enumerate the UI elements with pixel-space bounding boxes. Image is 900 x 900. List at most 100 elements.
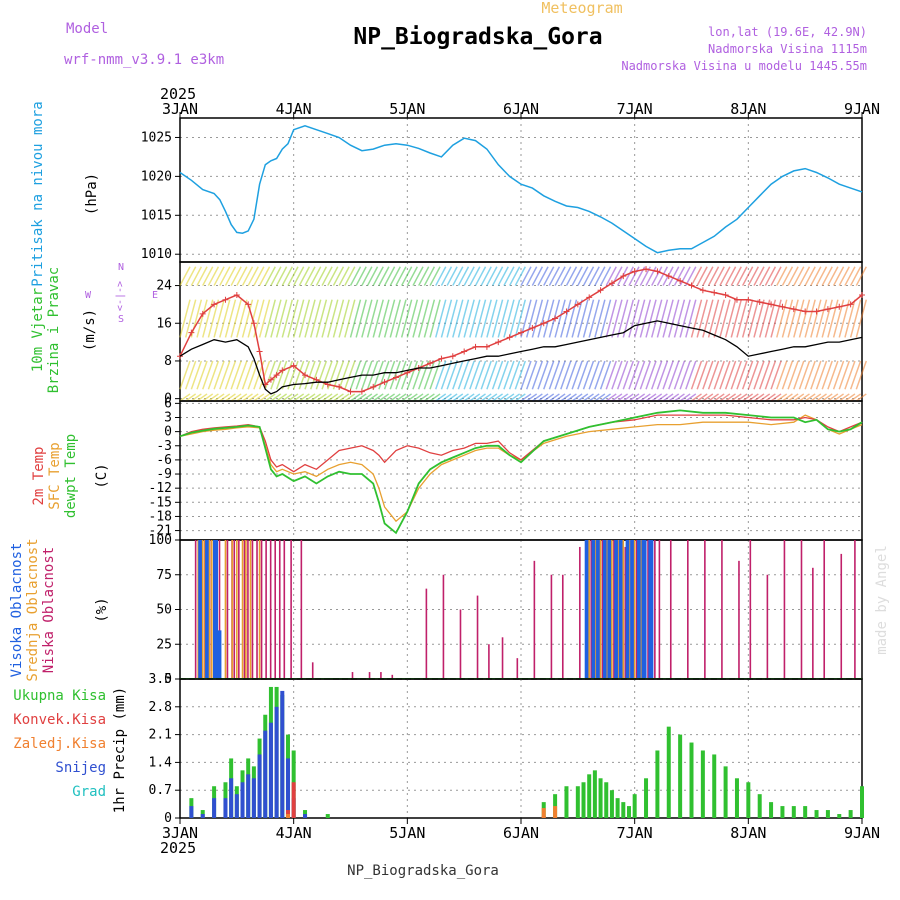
wind-barb	[372, 393, 384, 402]
wind-barb	[338, 299, 350, 338]
wind-barb	[821, 266, 833, 286]
wind-barb	[417, 299, 430, 338]
y-tick-label: 24	[156, 279, 172, 294]
precip-bar-total	[325, 814, 330, 818]
precip-bar-total	[678, 734, 683, 818]
wind-barb	[787, 360, 799, 390]
gust-marker	[824, 306, 831, 313]
wind-barb	[844, 266, 856, 286]
wind-barb	[804, 299, 816, 338]
cloud-bar-high	[607, 540, 613, 679]
cloud-bar-low	[840, 553, 843, 679]
wind-barb	[588, 360, 600, 390]
wind-barb	[815, 266, 828, 286]
gust-marker	[495, 339, 502, 346]
panel-label: (C)	[94, 463, 110, 488]
wind-barb	[821, 299, 833, 338]
panel-label: (m/s)	[82, 309, 98, 351]
cloud-unit: (%)	[94, 597, 110, 622]
cloud-bar-low	[274, 540, 277, 679]
wind-barb	[429, 393, 441, 402]
wind-barb	[730, 266, 742, 286]
gust-marker	[273, 372, 280, 379]
gust-marker	[608, 280, 615, 287]
wind-barb	[475, 393, 486, 402]
wind-barb	[230, 360, 242, 390]
gust-marker	[211, 301, 218, 308]
wind-barb	[560, 266, 572, 286]
gust-marker	[279, 367, 286, 374]
wind-barb	[554, 266, 566, 286]
year-top: 2025	[160, 85, 196, 103]
wind-barb	[531, 299, 544, 338]
wind-barb	[259, 393, 270, 402]
gust-marker	[699, 287, 706, 294]
x-label-bottom: 5JAN	[389, 824, 425, 842]
cloud-bar-low	[243, 540, 246, 679]
wind-barb	[242, 393, 253, 402]
wind-barb	[236, 360, 248, 390]
model-altitude: Nadmorska Visina u modelu 1445.55m	[621, 59, 867, 73]
wind-barb	[281, 360, 294, 390]
wind-barb	[196, 266, 208, 286]
cloud-bar-mid	[211, 540, 213, 679]
compass-e: E	[152, 290, 158, 301]
wind-barb	[531, 266, 544, 286]
wind-barb	[213, 360, 225, 390]
gust-marker	[472, 343, 479, 350]
wind-barb	[838, 360, 850, 390]
wind-barb	[526, 266, 538, 286]
wind-barb	[611, 393, 623, 402]
x-label-bottom: 9JAN	[844, 824, 880, 842]
precip-bar-snow	[223, 798, 228, 818]
cloud-bar-low	[654, 540, 656, 679]
model-label: Model	[66, 21, 108, 37]
wind-barb	[264, 299, 276, 338]
wind-barb	[327, 299, 339, 338]
cloud-bar-low	[351, 672, 354, 679]
wind-barb	[577, 266, 589, 286]
wind-barb	[827, 266, 839, 286]
wind-barb	[827, 393, 839, 402]
wind-barb	[645, 266, 657, 286]
precip-bar-total	[700, 750, 705, 818]
wind-barb	[531, 393, 543, 402]
precip-legend-item: Ukupna Kisa	[13, 688, 106, 704]
wind-barb	[440, 299, 453, 338]
wind-barb	[832, 299, 845, 338]
wind-barb	[332, 266, 345, 286]
wind-barb	[758, 360, 771, 390]
wind-barb	[821, 393, 833, 402]
wind-barb	[554, 393, 566, 402]
wind-barb	[446, 393, 458, 402]
wind-barb	[338, 393, 350, 402]
wind-barb	[827, 299, 839, 338]
gust-marker	[381, 379, 388, 386]
wind-barb	[332, 299, 345, 338]
x-label-top: 4JAN	[276, 100, 312, 118]
wind-barb	[810, 360, 822, 390]
wind-barb	[315, 360, 328, 390]
y-tick-label: 0	[164, 425, 172, 440]
wind-barb	[276, 393, 288, 402]
cloud-bar-mid	[640, 540, 643, 679]
gust-marker	[336, 383, 343, 390]
panel-label: dewpt Temp	[63, 434, 79, 518]
wind-barb	[855, 360, 868, 390]
wind-barb	[275, 299, 288, 338]
wind-barb	[492, 393, 504, 402]
wind-barb	[753, 360, 765, 390]
wind-barb	[400, 360, 413, 390]
cloud-bar-low	[635, 540, 638, 679]
wind-barb	[673, 360, 686, 390]
wind-barb	[628, 393, 640, 402]
wind-barb	[810, 299, 822, 338]
wind-barb	[304, 299, 316, 338]
wind-barb	[566, 393, 577, 402]
wind-barb	[236, 266, 248, 286]
wind-barb	[378, 299, 390, 338]
wind-barb	[747, 393, 759, 402]
wind-barb	[605, 360, 617, 390]
wind-barb	[202, 360, 214, 390]
y-tick-label: 8	[164, 354, 172, 369]
